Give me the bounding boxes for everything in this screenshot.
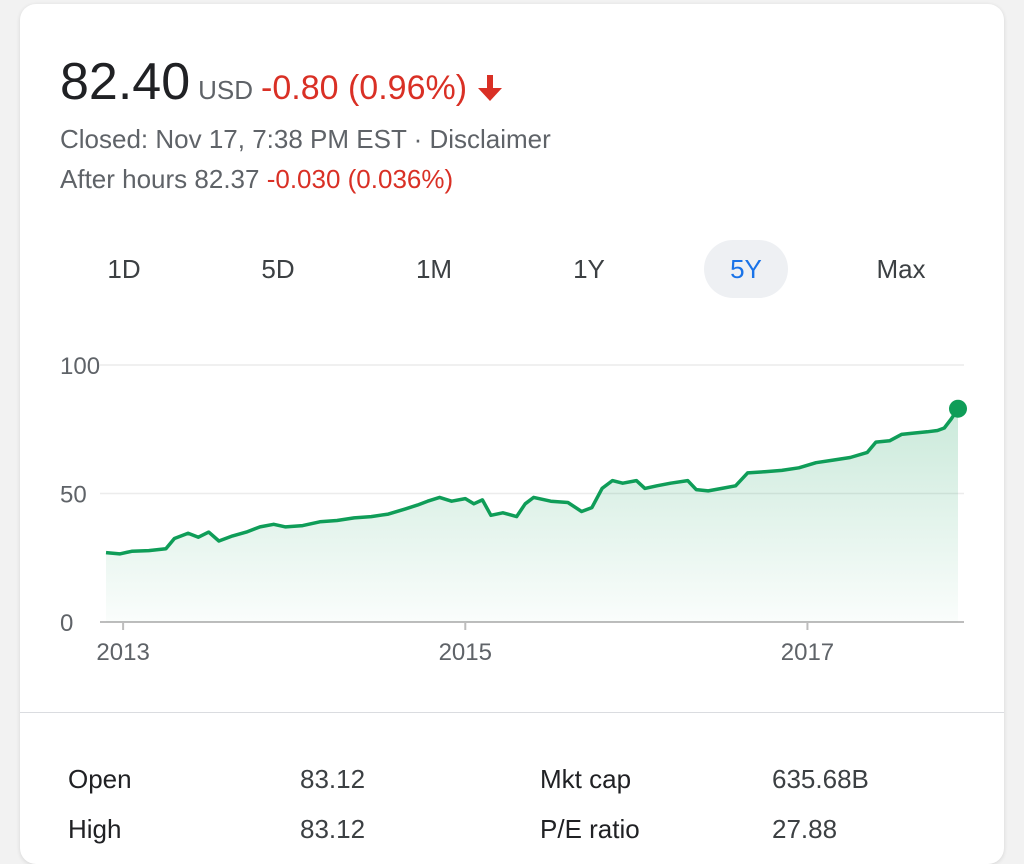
range-tabs: 1D 5D 1M 1Y 5Y Max xyxy=(20,240,1004,300)
price-change: -0.80 (0.96%) xyxy=(261,69,468,107)
tab-5d[interactable]: 5D xyxy=(261,254,295,284)
stat-label-mkt-cap: Mkt cap xyxy=(540,764,632,794)
tab-1m[interactable]: 1M xyxy=(415,254,453,284)
after-hours-change: -0.030 (0.036%) xyxy=(266,164,454,194)
latest-price-marker xyxy=(949,399,967,418)
tab-max[interactable]: Max xyxy=(876,254,926,284)
price-row: 82.40 USD -0.80 (0.96%) xyxy=(60,52,503,112)
currency-label: USD xyxy=(198,75,254,105)
y-tick-label-0: 0 xyxy=(60,610,73,637)
current-price: 82.40 xyxy=(60,53,191,111)
x-tick-label-2015: 2015 xyxy=(439,639,492,666)
stat-value-open: 83.12 xyxy=(300,764,366,794)
stat-value-mkt-cap: 635.68B xyxy=(772,764,869,794)
market-status: Closed: Nov 17, 7:38 PM EST · Disclaimer xyxy=(60,124,551,154)
after-hours-price: After hours 82.37 xyxy=(60,164,260,194)
x-tick-label-2017: 2017 xyxy=(781,639,834,666)
stock-quote-card: 82.40 USD -0.80 (0.96%) Closed: Nov 17, 7:… xyxy=(20,4,1004,864)
x-tick-label-2013: 2013 xyxy=(96,639,149,666)
tab-1d[interactable]: 1D xyxy=(107,254,141,284)
y-tick-label-50: 50 xyxy=(60,482,87,509)
tab-5y[interactable]: 5Y xyxy=(704,240,788,298)
stat-label-high: High xyxy=(68,814,122,844)
stat-value-high: 83.12 xyxy=(300,814,366,844)
after-hours-line: After hours 82.37 -0.030 (0.036%) xyxy=(60,164,453,195)
down-arrow-icon xyxy=(477,74,503,107)
stat-label-open: Open xyxy=(68,764,132,794)
tab-1y[interactable]: 1Y xyxy=(573,254,605,284)
price-area-fill xyxy=(106,408,958,622)
price-line xyxy=(105,407,960,556)
stat-label-pe-ratio: P/E ratio xyxy=(540,814,640,844)
stats-divider xyxy=(20,712,1004,713)
y-tick-label-100: 100 xyxy=(60,353,100,380)
stat-value-pe-ratio: 27.88 xyxy=(772,814,838,844)
price-chart: 100 50 0 2013 2015 2017 xyxy=(60,353,967,666)
